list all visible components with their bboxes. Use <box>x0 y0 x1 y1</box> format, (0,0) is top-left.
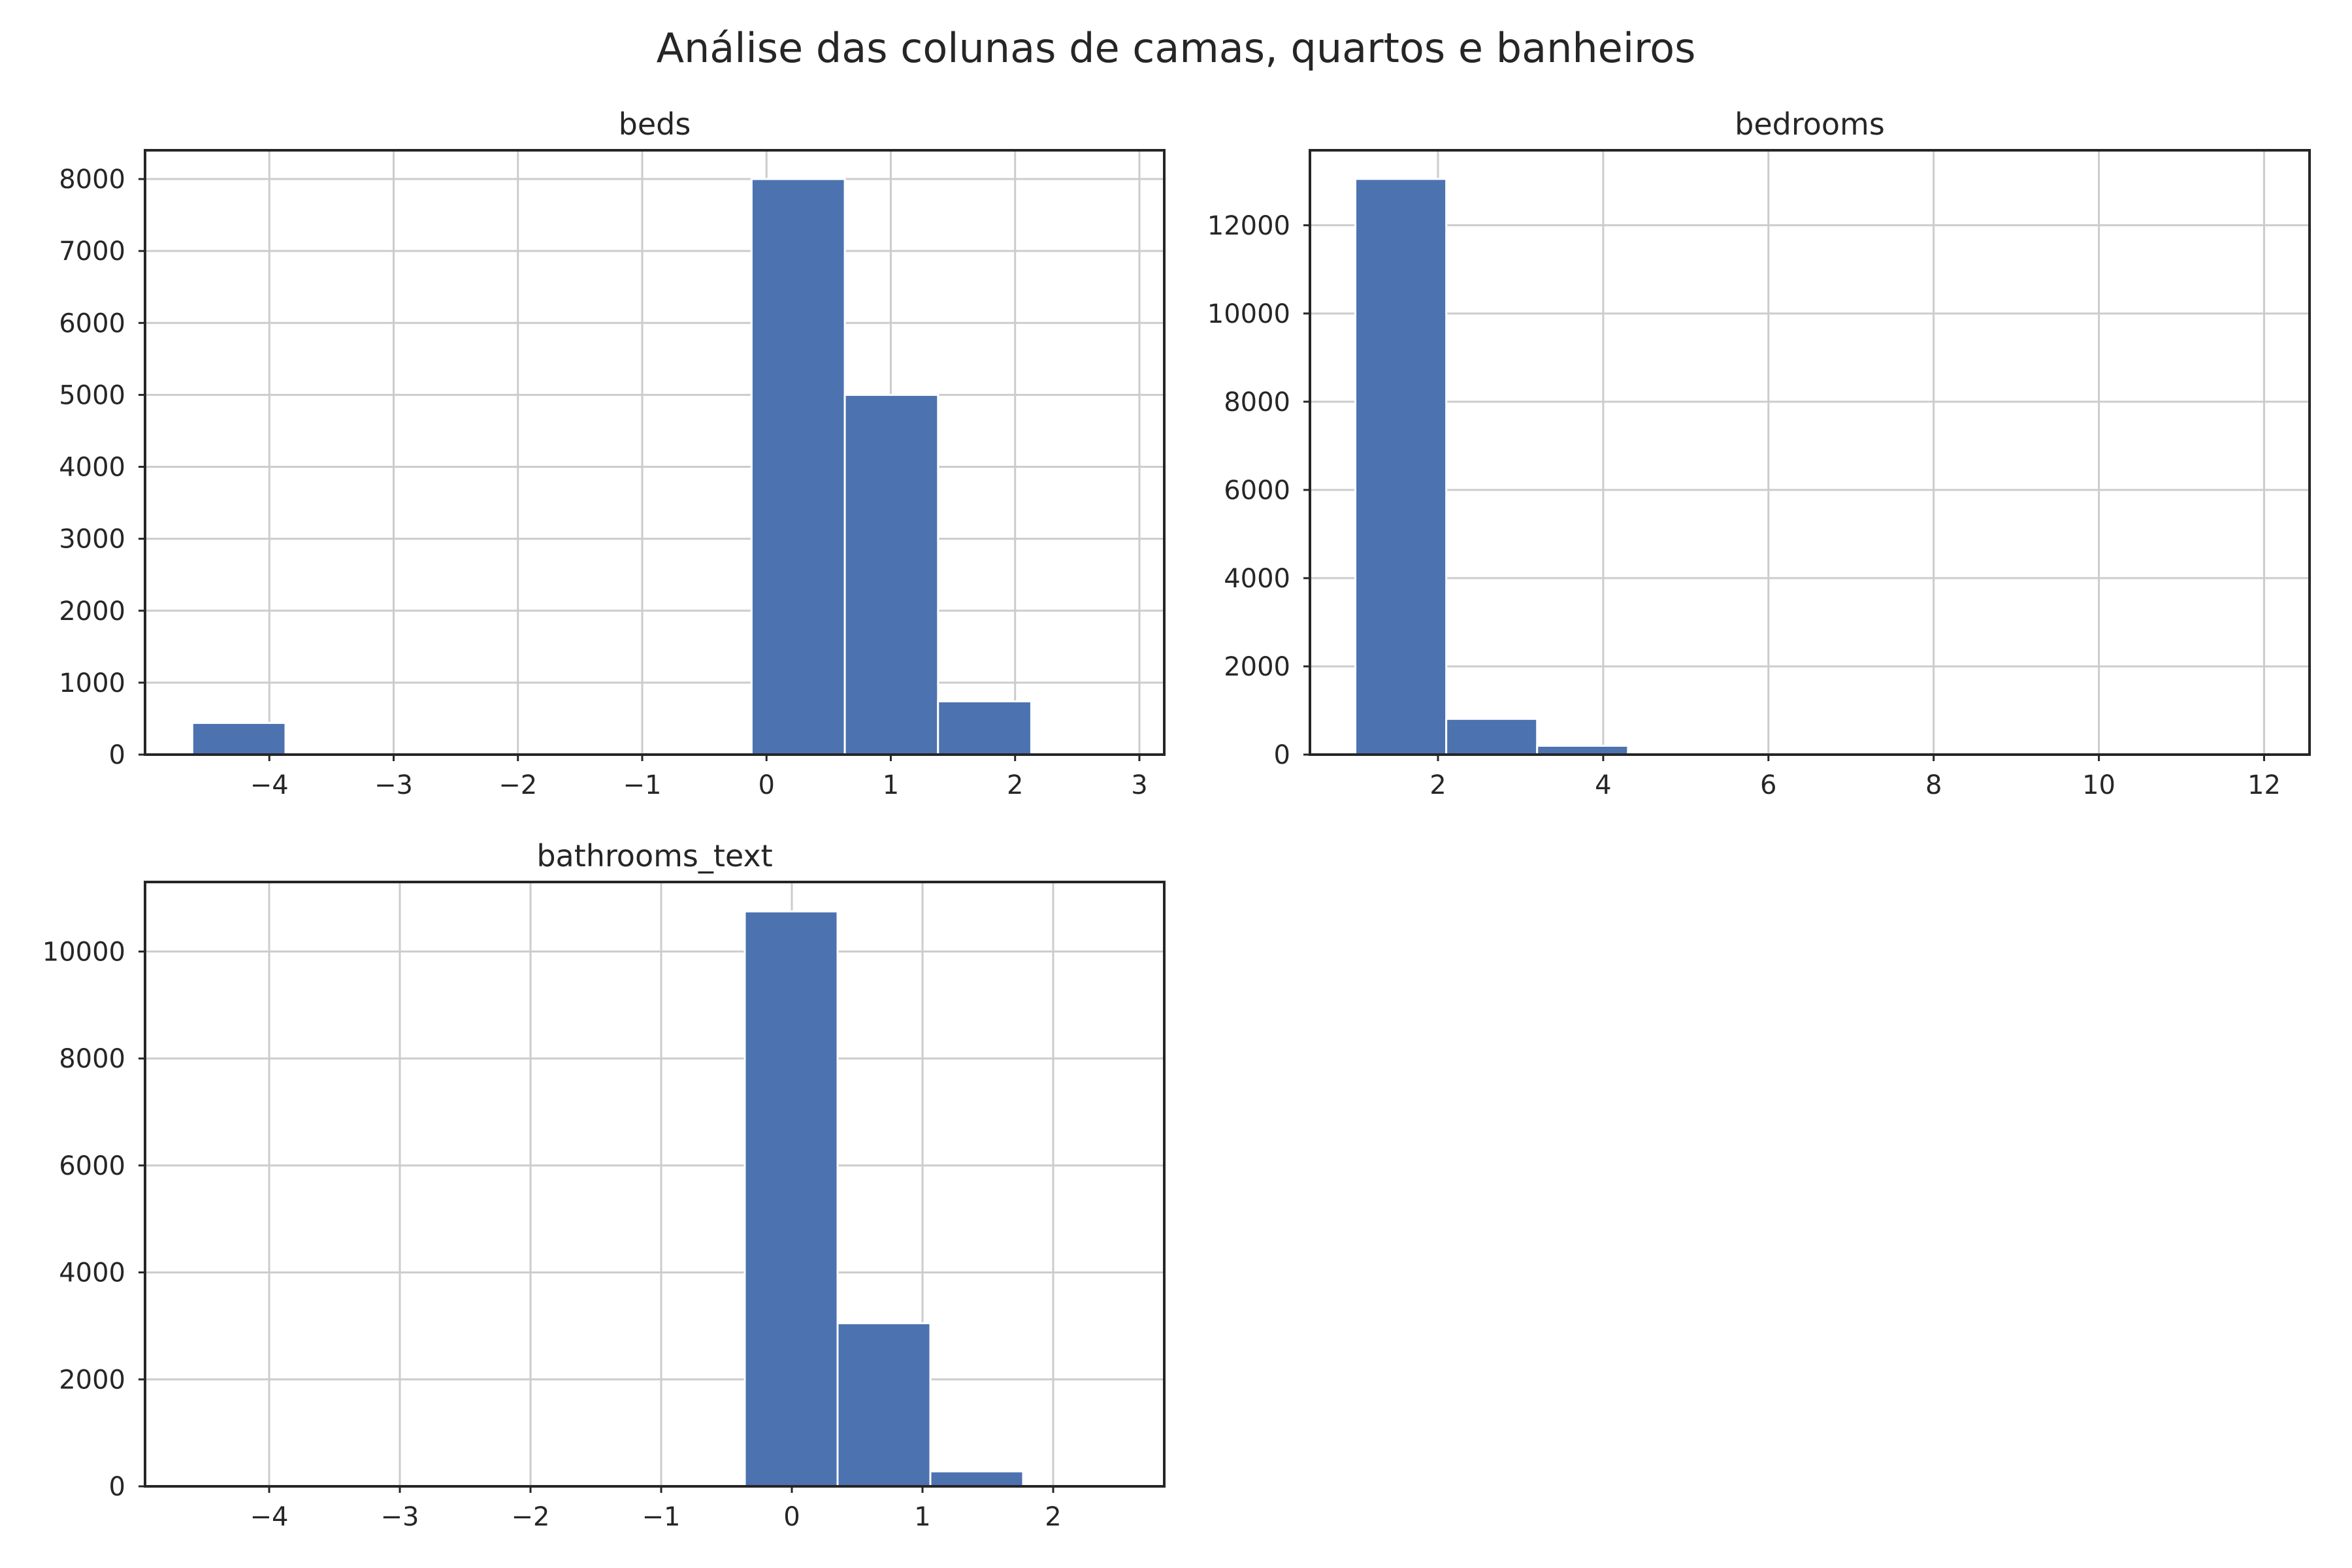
subplot-title: bathrooms_text <box>536 838 772 874</box>
y-tick-label: 10000 <box>42 937 125 967</box>
x-tick-label: −1 <box>623 770 661 800</box>
y-tick-label: 4000 <box>59 1258 125 1288</box>
subplot-2: −4 −3 −2 −1 0 1 2 0 2000 4000 6000 8000 10000 bathroo… <box>42 838 1166 1532</box>
subplot-1: 2 4 6 8 10 12 0 2000 4000 6000 8000 10000 12000 bedro… <box>1207 106 2311 800</box>
x-tick-label: 8 <box>1925 770 1942 800</box>
histogram-bar <box>1536 744 1629 756</box>
axes-frame <box>144 149 1166 756</box>
y-tick-label: 6000 <box>59 1151 125 1181</box>
histogram-bar <box>1354 178 1448 756</box>
x-tick-label: −1 <box>642 1502 681 1532</box>
x-tick-label: 4 <box>1595 770 1611 800</box>
y-tick-label: 0 <box>109 1472 125 1502</box>
x-tick-label: 1 <box>883 770 899 800</box>
y-tick-label: 6000 <box>59 308 125 338</box>
y-tick-label: 3000 <box>59 525 125 555</box>
x-tick-label: 2 <box>1429 770 1446 800</box>
x-tick-label: −3 <box>374 770 413 800</box>
x-tick-label: 10 <box>2082 770 2115 800</box>
x-tick-label: 0 <box>758 770 774 800</box>
y-tick-label: 4000 <box>59 453 125 483</box>
y-tick-label: 0 <box>1274 740 1290 770</box>
y-tick-label: 10000 <box>1207 299 1290 329</box>
x-tick-label: 2 <box>1045 1502 1061 1532</box>
histogram-bar <box>836 1322 932 1488</box>
histogram-bar <box>191 722 287 756</box>
x-tick-label: 2 <box>1007 770 1023 800</box>
y-tick-label: 4000 <box>1224 564 1290 594</box>
histogram-bar <box>750 178 846 756</box>
axes-frame <box>144 881 1166 1488</box>
y-tick-label: 8000 <box>1224 387 1290 417</box>
x-tick-label: 6 <box>1760 770 1776 800</box>
y-tick-label: 0 <box>109 740 125 770</box>
x-tick-label: −3 <box>381 1502 419 1532</box>
histogram-bar <box>843 393 939 756</box>
subplot-title: bedrooms <box>1735 106 1885 142</box>
y-tick-label: 6000 <box>1224 476 1290 506</box>
histogram-bar <box>937 700 1032 756</box>
y-tick-label: 5000 <box>59 380 125 410</box>
subplot-title: beds <box>619 106 691 142</box>
x-tick-label: −4 <box>250 770 289 800</box>
histogram-bar <box>929 1470 1024 1488</box>
x-tick-label: 0 <box>783 1502 800 1532</box>
histogram-bar <box>743 910 839 1488</box>
subplot-0: −4 −3 −2 −1 0 1 2 3 0 1000 2000 3000 4000 5000 6000 700… <box>59 106 1166 800</box>
y-tick-label: 2000 <box>59 596 125 627</box>
x-tick-label: 1 <box>914 1502 930 1532</box>
x-tick-label: −2 <box>512 1502 550 1532</box>
subplots: −4 −3 −2 −1 0 1 2 30100020003000400050006000700… <box>42 106 2311 1532</box>
x-tick-label: −4 <box>250 1502 289 1532</box>
x-tick-label: −2 <box>498 770 537 800</box>
y-tick-label: 2000 <box>59 1365 125 1395</box>
y-tick-label: 2000 <box>1224 652 1290 682</box>
y-tick-label: 8000 <box>59 1044 125 1074</box>
x-tick-label: 3 <box>1131 770 1147 800</box>
y-tick-label: 12000 <box>1207 211 1290 241</box>
y-tick-label: 1000 <box>59 668 125 698</box>
axes-frame <box>1309 149 2311 756</box>
x-tick-label: 12 <box>2247 770 2281 800</box>
histogram-bar <box>1445 717 1539 756</box>
y-tick-label: 8000 <box>59 165 125 195</box>
figure-title: Análise das colunas de camas, quartos e … <box>657 24 1696 72</box>
y-tick-label: 7000 <box>59 237 125 267</box>
